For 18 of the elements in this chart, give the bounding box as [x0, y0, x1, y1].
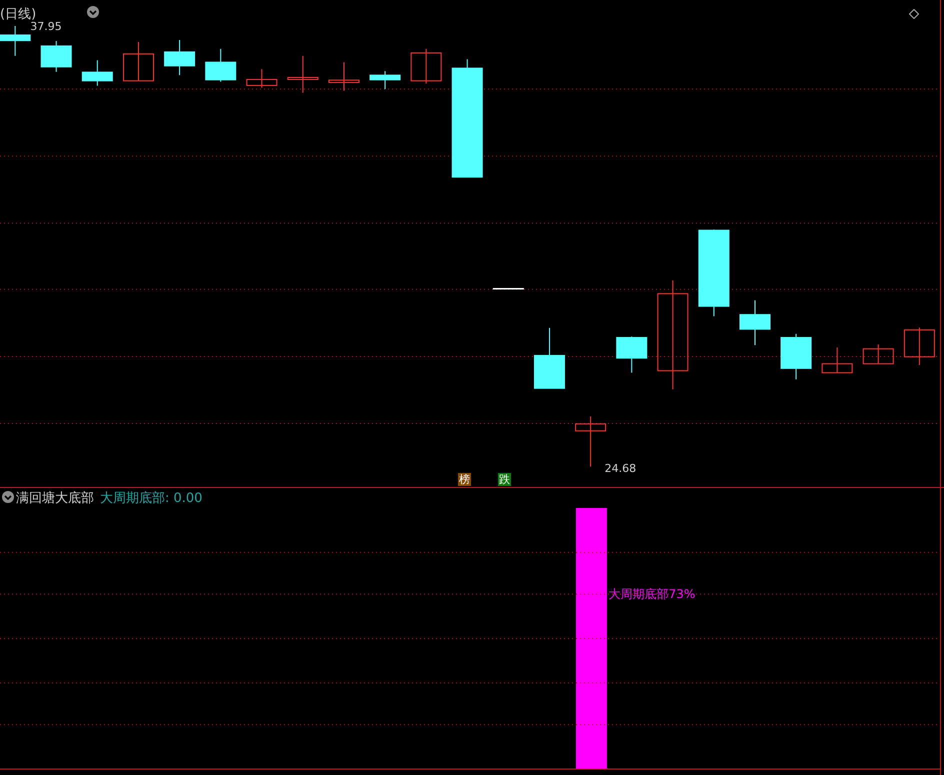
annotation: 37.95 [28, 20, 64, 33]
chart-subtitle: 大周期底部: 0.00 [100, 491, 202, 506]
annotation: 24.68 [602, 462, 638, 475]
candlestick [822, 346, 853, 374]
candlestick [862, 344, 894, 364]
candlestick [246, 68, 278, 88]
candlestick [287, 55, 318, 94]
candlestick [657, 280, 688, 390]
candlestick [410, 48, 442, 84]
candlestick [328, 62, 360, 92]
candlestick [575, 416, 606, 467]
chart-title: (日线) [0, 6, 36, 22]
chart-title: 满回塘大底部 [16, 491, 94, 506]
annotation: 大周期底部73% [608, 586, 696, 604]
candlestick [904, 327, 935, 366]
text: 跌 [498, 473, 511, 486]
text: 榜 [458, 473, 471, 486]
candlestick [122, 41, 154, 82]
